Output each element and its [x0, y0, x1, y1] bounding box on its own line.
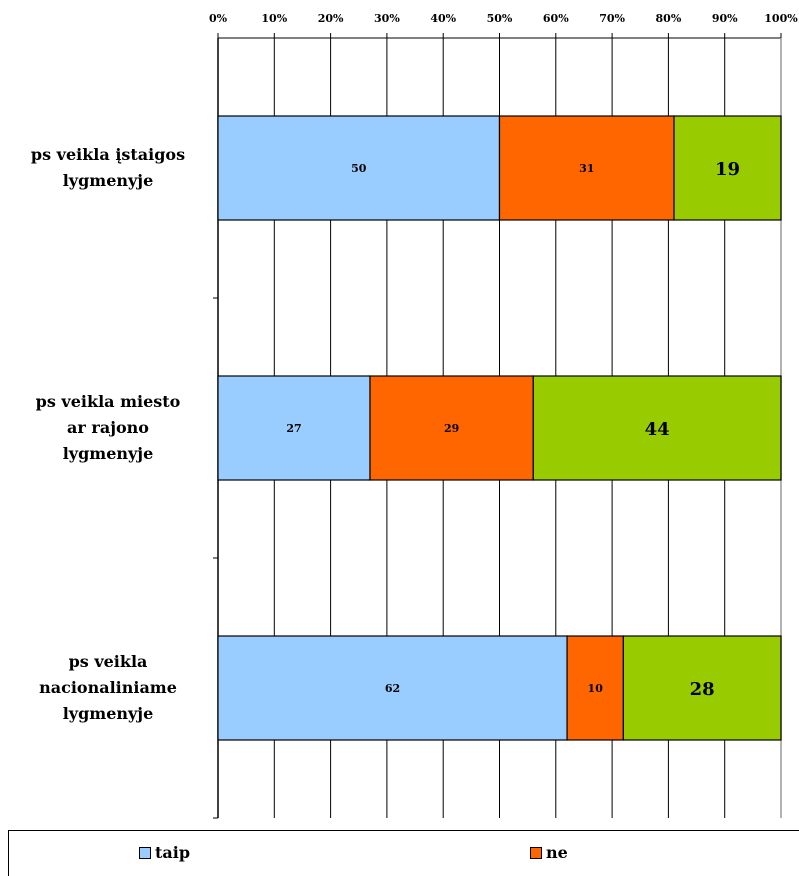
- x-tick-label: 60%: [543, 12, 569, 25]
- data-label: 62: [385, 682, 400, 695]
- legend-swatch-ne: [530, 846, 542, 859]
- legend-item-ne: ne: [530, 843, 568, 862]
- data-label: 10: [588, 682, 604, 695]
- x-tick-label: 20%: [318, 12, 344, 25]
- category-label: ps veikla įstaigos: [31, 145, 185, 164]
- data-label: 44: [645, 419, 670, 440]
- data-label: 50: [351, 162, 367, 175]
- data-label: 19: [715, 159, 740, 180]
- legend-label-ne: ne: [546, 843, 568, 862]
- x-tick-label: 30%: [374, 12, 400, 25]
- x-tick-label: 90%: [712, 12, 738, 25]
- legend-item-taip: taip: [139, 843, 190, 862]
- legend: taip ne: [8, 830, 799, 876]
- bar-series-3: [622, 635, 782, 741]
- x-tick-label: 10%: [261, 12, 287, 25]
- bar-taip: [217, 635, 568, 741]
- data-label: 27: [286, 422, 301, 435]
- category-label: ps veikla miesto: [36, 392, 181, 411]
- legend-swatch-taip: [139, 846, 151, 859]
- bar-taip: [217, 375, 371, 481]
- data-label: 28: [690, 679, 715, 700]
- x-tick-label: 100%: [764, 12, 798, 25]
- x-tick-label: 70%: [599, 12, 625, 25]
- legend-label-taip: taip: [155, 843, 191, 862]
- x-tick-label: 80%: [656, 12, 682, 25]
- x-tick-label: 50%: [487, 12, 513, 25]
- category-label: lygmenyje: [63, 444, 154, 463]
- category-label: ps veikla: [69, 652, 148, 671]
- category-label: lygmenyje: [63, 171, 154, 190]
- bar-taip: [217, 115, 501, 221]
- stacked-bar-chart: 0% 10% 20% 30% 40% 50% 60% 70% 80% 90% 100% 50 31 19 p…: [31, 12, 798, 819]
- bar-series-3: [673, 115, 782, 221]
- category-label: nacionaliniame: [39, 678, 177, 697]
- data-label: 29: [444, 422, 459, 435]
- x-tick-label: 40%: [430, 12, 456, 25]
- category-label: lygmenyje: [63, 704, 154, 723]
- category-label: ar rajono: [67, 418, 149, 437]
- bar-ne: [369, 375, 534, 481]
- data-label: 31: [579, 162, 594, 175]
- bar-series-3: [532, 375, 782, 481]
- x-tick-label: 0%: [209, 12, 228, 25]
